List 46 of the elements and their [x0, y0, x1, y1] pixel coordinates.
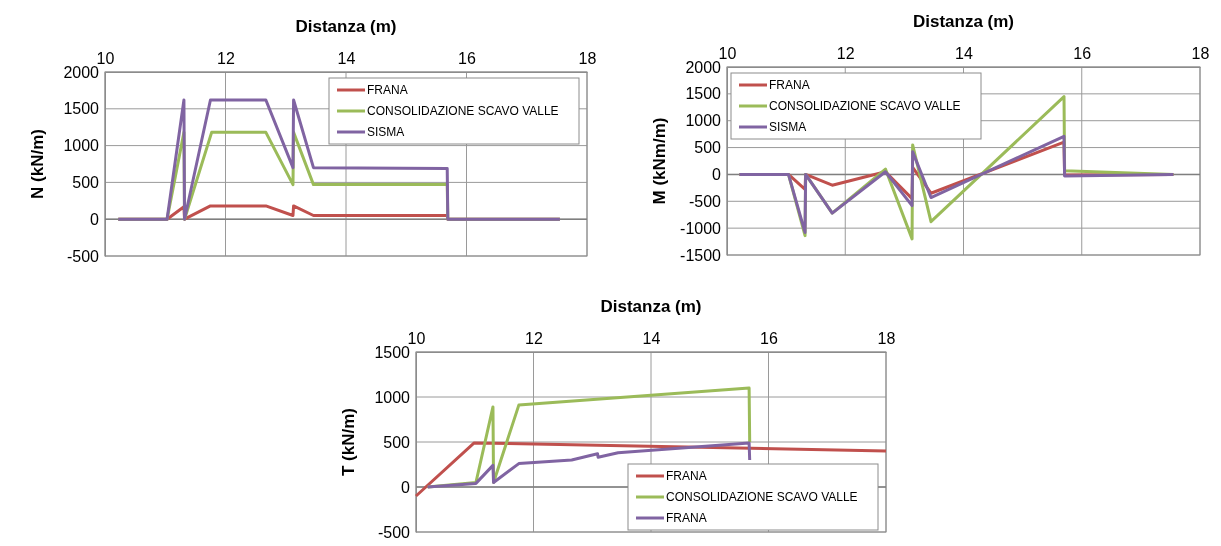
y-tick-label: 1000 — [374, 388, 411, 406]
x-tick-label: 18 — [1191, 45, 1210, 62]
x-axis-title: Distanza (m) — [912, 12, 1015, 31]
x-axis-title: Distanza (m) — [295, 17, 397, 36]
x-tick-label: 16 — [760, 330, 778, 347]
x-tick-label: 14 — [642, 330, 661, 347]
y-tick-label: 500 — [694, 139, 722, 157]
legend-label: CONSOLIDAZIONE SCAVO VALLE — [666, 490, 858, 504]
y-tick-label: 0 — [90, 210, 100, 228]
legend-label: SISMA — [769, 120, 807, 134]
x-tick-label: 18 — [877, 330, 896, 347]
y-tick-label: 0 — [712, 166, 722, 184]
y-tick-label: -500 — [377, 523, 411, 541]
x-tick-label: 18 — [578, 50, 597, 67]
legend-label: FRANA — [666, 511, 707, 525]
y-axis-title: T (kN/m) — [339, 408, 358, 476]
x-tick-label: 12 — [217, 50, 235, 67]
y-axis-title: M (kNm/m) — [650, 117, 669, 205]
legend-label: SISMA — [367, 125, 405, 139]
legend-label: FRANA — [666, 469, 707, 483]
y-tick-label: -500 — [66, 247, 100, 265]
x-tick-label: 14 — [337, 50, 356, 67]
legend-label: FRANA — [769, 78, 810, 92]
y-tick-label: 0 — [401, 478, 411, 496]
x-tick-label: 14 — [955, 45, 973, 62]
x-tick-label: 12 — [836, 45, 855, 62]
y-tick-label: 500 — [72, 174, 100, 192]
x-tick-label: 12 — [525, 330, 543, 347]
line-series — [116, 98, 562, 221]
x-tick-label: 16 — [1073, 45, 1092, 62]
y-tick-label: -1500 — [680, 246, 722, 264]
legend-label: CONSOLIDAZIONE SCAVO VALLE — [769, 99, 961, 113]
y-tick-label: 1000 — [63, 137, 100, 155]
line-series — [426, 441, 752, 489]
x-tick-label: 16 — [458, 50, 476, 67]
x-axis-title: Distanza (m) — [600, 297, 702, 316]
y-tick-label: -1000 — [680, 219, 722, 237]
y-tick-label: 1500 — [685, 85, 722, 103]
legend-label: FRANA — [367, 83, 408, 97]
y-tick-label: 1000 — [685, 112, 722, 130]
y-tick-label: 1500 — [63, 100, 100, 118]
y-axis-title: N (kN/m) — [28, 129, 47, 199]
line-series — [737, 134, 1175, 234]
legend-label: CONSOLIDAZIONE SCAVO VALLE — [367, 104, 559, 118]
y-tick-label: 500 — [383, 433, 411, 451]
y-tick-label: -500 — [688, 192, 722, 210]
